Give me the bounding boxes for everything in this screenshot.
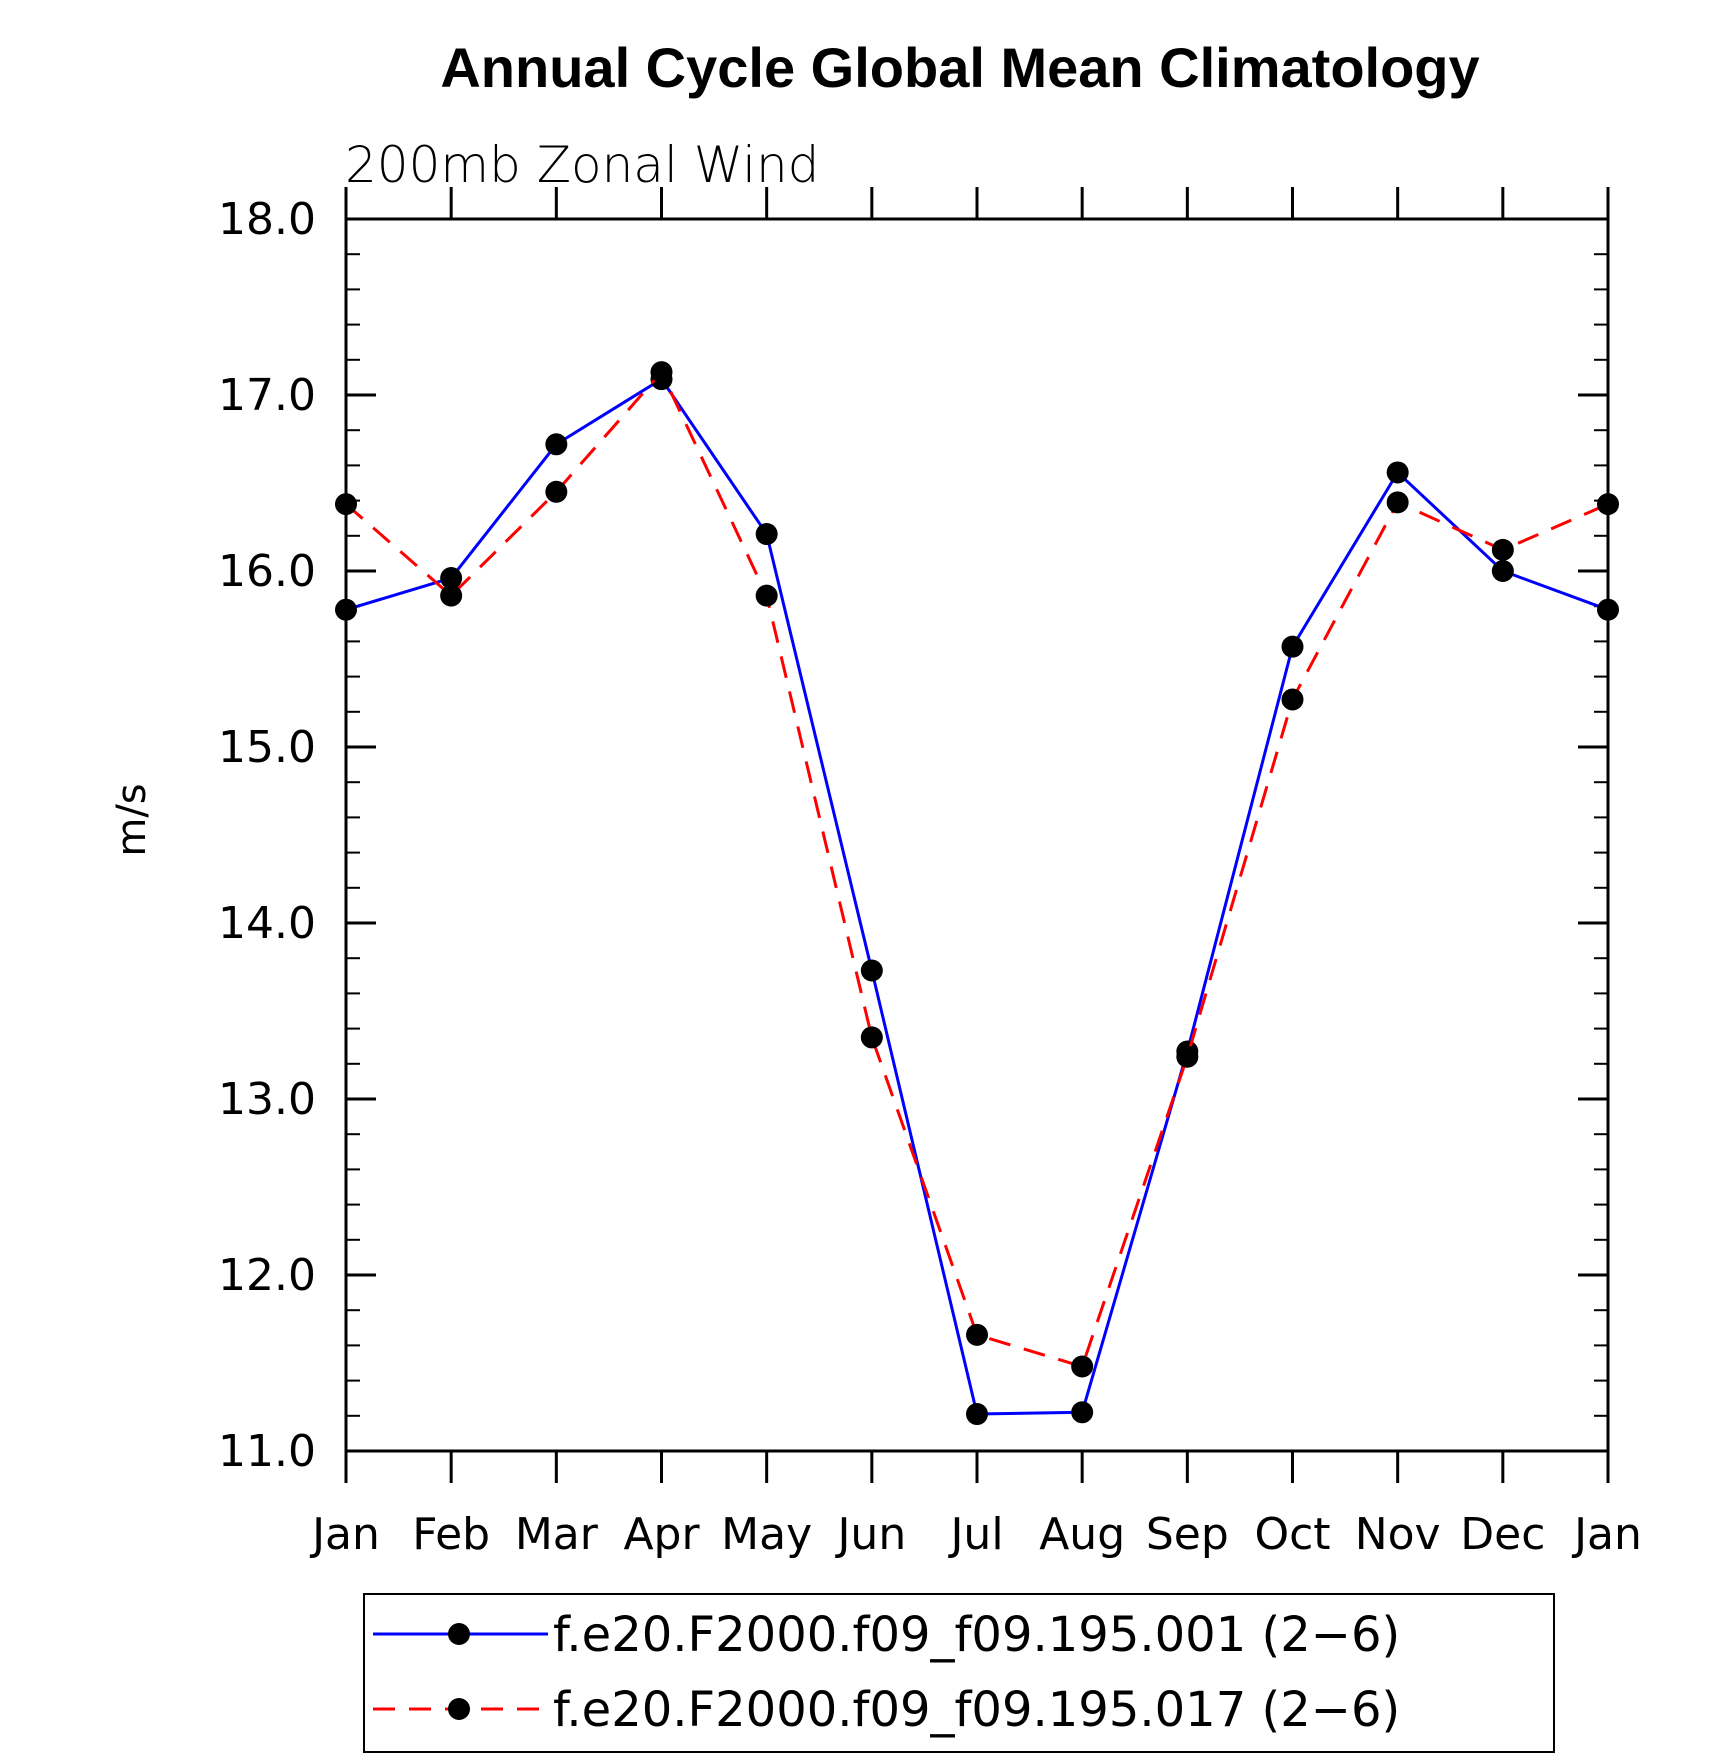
y-tick-label: 13.0 bbox=[218, 1074, 316, 1125]
x-tick-label: Jul bbox=[947, 1509, 1003, 1560]
legend: f.e20.F2000.f09_f09.195.001 (2−6) f.e20.F… bbox=[363, 1593, 1555, 1753]
x-tick-label: Dec bbox=[1460, 1509, 1545, 1560]
x-tick-label: Jun bbox=[834, 1509, 906, 1560]
data-point bbox=[1071, 1401, 1094, 1424]
x-tick-label: May bbox=[721, 1509, 812, 1560]
data-point bbox=[755, 584, 778, 607]
data-point bbox=[650, 361, 673, 384]
data-point bbox=[1491, 560, 1514, 582]
legend-entry-1: f.e20.F2000.f09_f09.195.001 (2−6) bbox=[373, 1607, 1400, 1663]
x-tick-label: Nov bbox=[1355, 1509, 1441, 1560]
data-point bbox=[1386, 491, 1409, 514]
data-point bbox=[1491, 538, 1514, 561]
y-tick-label: 18.0 bbox=[218, 194, 316, 245]
x-tick-label: Feb bbox=[412, 1509, 490, 1560]
series-layer bbox=[335, 361, 1619, 1426]
data-point bbox=[440, 584, 463, 607]
chart-title: Annual Cycle Global Mean Climatology bbox=[440, 36, 1479, 99]
data-point bbox=[1597, 493, 1619, 516]
data-point bbox=[545, 433, 568, 456]
y-tick-label: 16.0 bbox=[218, 546, 316, 597]
data-point bbox=[860, 1026, 883, 1049]
data-point bbox=[966, 1323, 988, 1346]
data-point bbox=[1071, 1355, 1094, 1378]
data-point bbox=[545, 480, 568, 503]
x-tick-label: Jan bbox=[309, 1509, 380, 1560]
legend-label: f.e20.F2000.f09_f09.195.001 (2−6) bbox=[553, 1607, 1400, 1663]
x-tick-label: Sep bbox=[1146, 1509, 1229, 1560]
y-tick-label: 12.0 bbox=[218, 1250, 316, 1301]
series-line bbox=[345, 377, 1609, 1416]
x-tick-label: Aug bbox=[1039, 1509, 1125, 1560]
y-axis-ticks: 11.0 12.0 13.0 14.0 15.0 16.0 17.0 18.0 bbox=[218, 194, 1608, 1477]
y-tick-label: 11.0 bbox=[218, 1426, 316, 1477]
data-point bbox=[1386, 461, 1409, 484]
data-point bbox=[860, 959, 883, 982]
legend-marker bbox=[448, 1623, 470, 1645]
series-line bbox=[345, 369, 1609, 1369]
data-point bbox=[1597, 598, 1619, 621]
legend-entry-2: f.e20.F2000.f09_f09.195.017 (2−6) bbox=[373, 1682, 1400, 1738]
y-tick-label: 14.0 bbox=[218, 898, 316, 949]
x-axis-ticks: Jan Feb Mar Apr May Jun Jul Aug Sep Oct Nov Dec Jan bbox=[309, 187, 1642, 1560]
x-tick-label: Apr bbox=[623, 1509, 700, 1560]
data-point bbox=[966, 1403, 988, 1426]
y-tick-label: 17.0 bbox=[218, 370, 316, 421]
data-point bbox=[755, 523, 778, 546]
x-tick-label: Jan bbox=[1571, 1509, 1642, 1560]
data-point bbox=[335, 598, 357, 621]
chart-subtitle: 200mb Zonal Wind bbox=[345, 136, 819, 194]
x-tick-label: Oct bbox=[1254, 1509, 1330, 1560]
data-point bbox=[1281, 635, 1304, 658]
data-point bbox=[440, 567, 463, 590]
plot-frame bbox=[344, 217, 1610, 1453]
x-tick-label: Mar bbox=[515, 1509, 599, 1560]
legend-marker bbox=[448, 1698, 470, 1720]
data-point bbox=[1176, 1045, 1199, 1068]
y-axis-label: m/s bbox=[109, 783, 155, 856]
legend-label: f.e20.F2000.f09_f09.195.017 (2−6) bbox=[553, 1682, 1400, 1738]
y-tick-label: 15.0 bbox=[218, 722, 316, 773]
legend-box bbox=[363, 1593, 1555, 1753]
data-point bbox=[1281, 688, 1304, 711]
series-2 bbox=[335, 361, 1619, 1378]
series-1 bbox=[335, 368, 1619, 1426]
data-point bbox=[335, 493, 357, 516]
